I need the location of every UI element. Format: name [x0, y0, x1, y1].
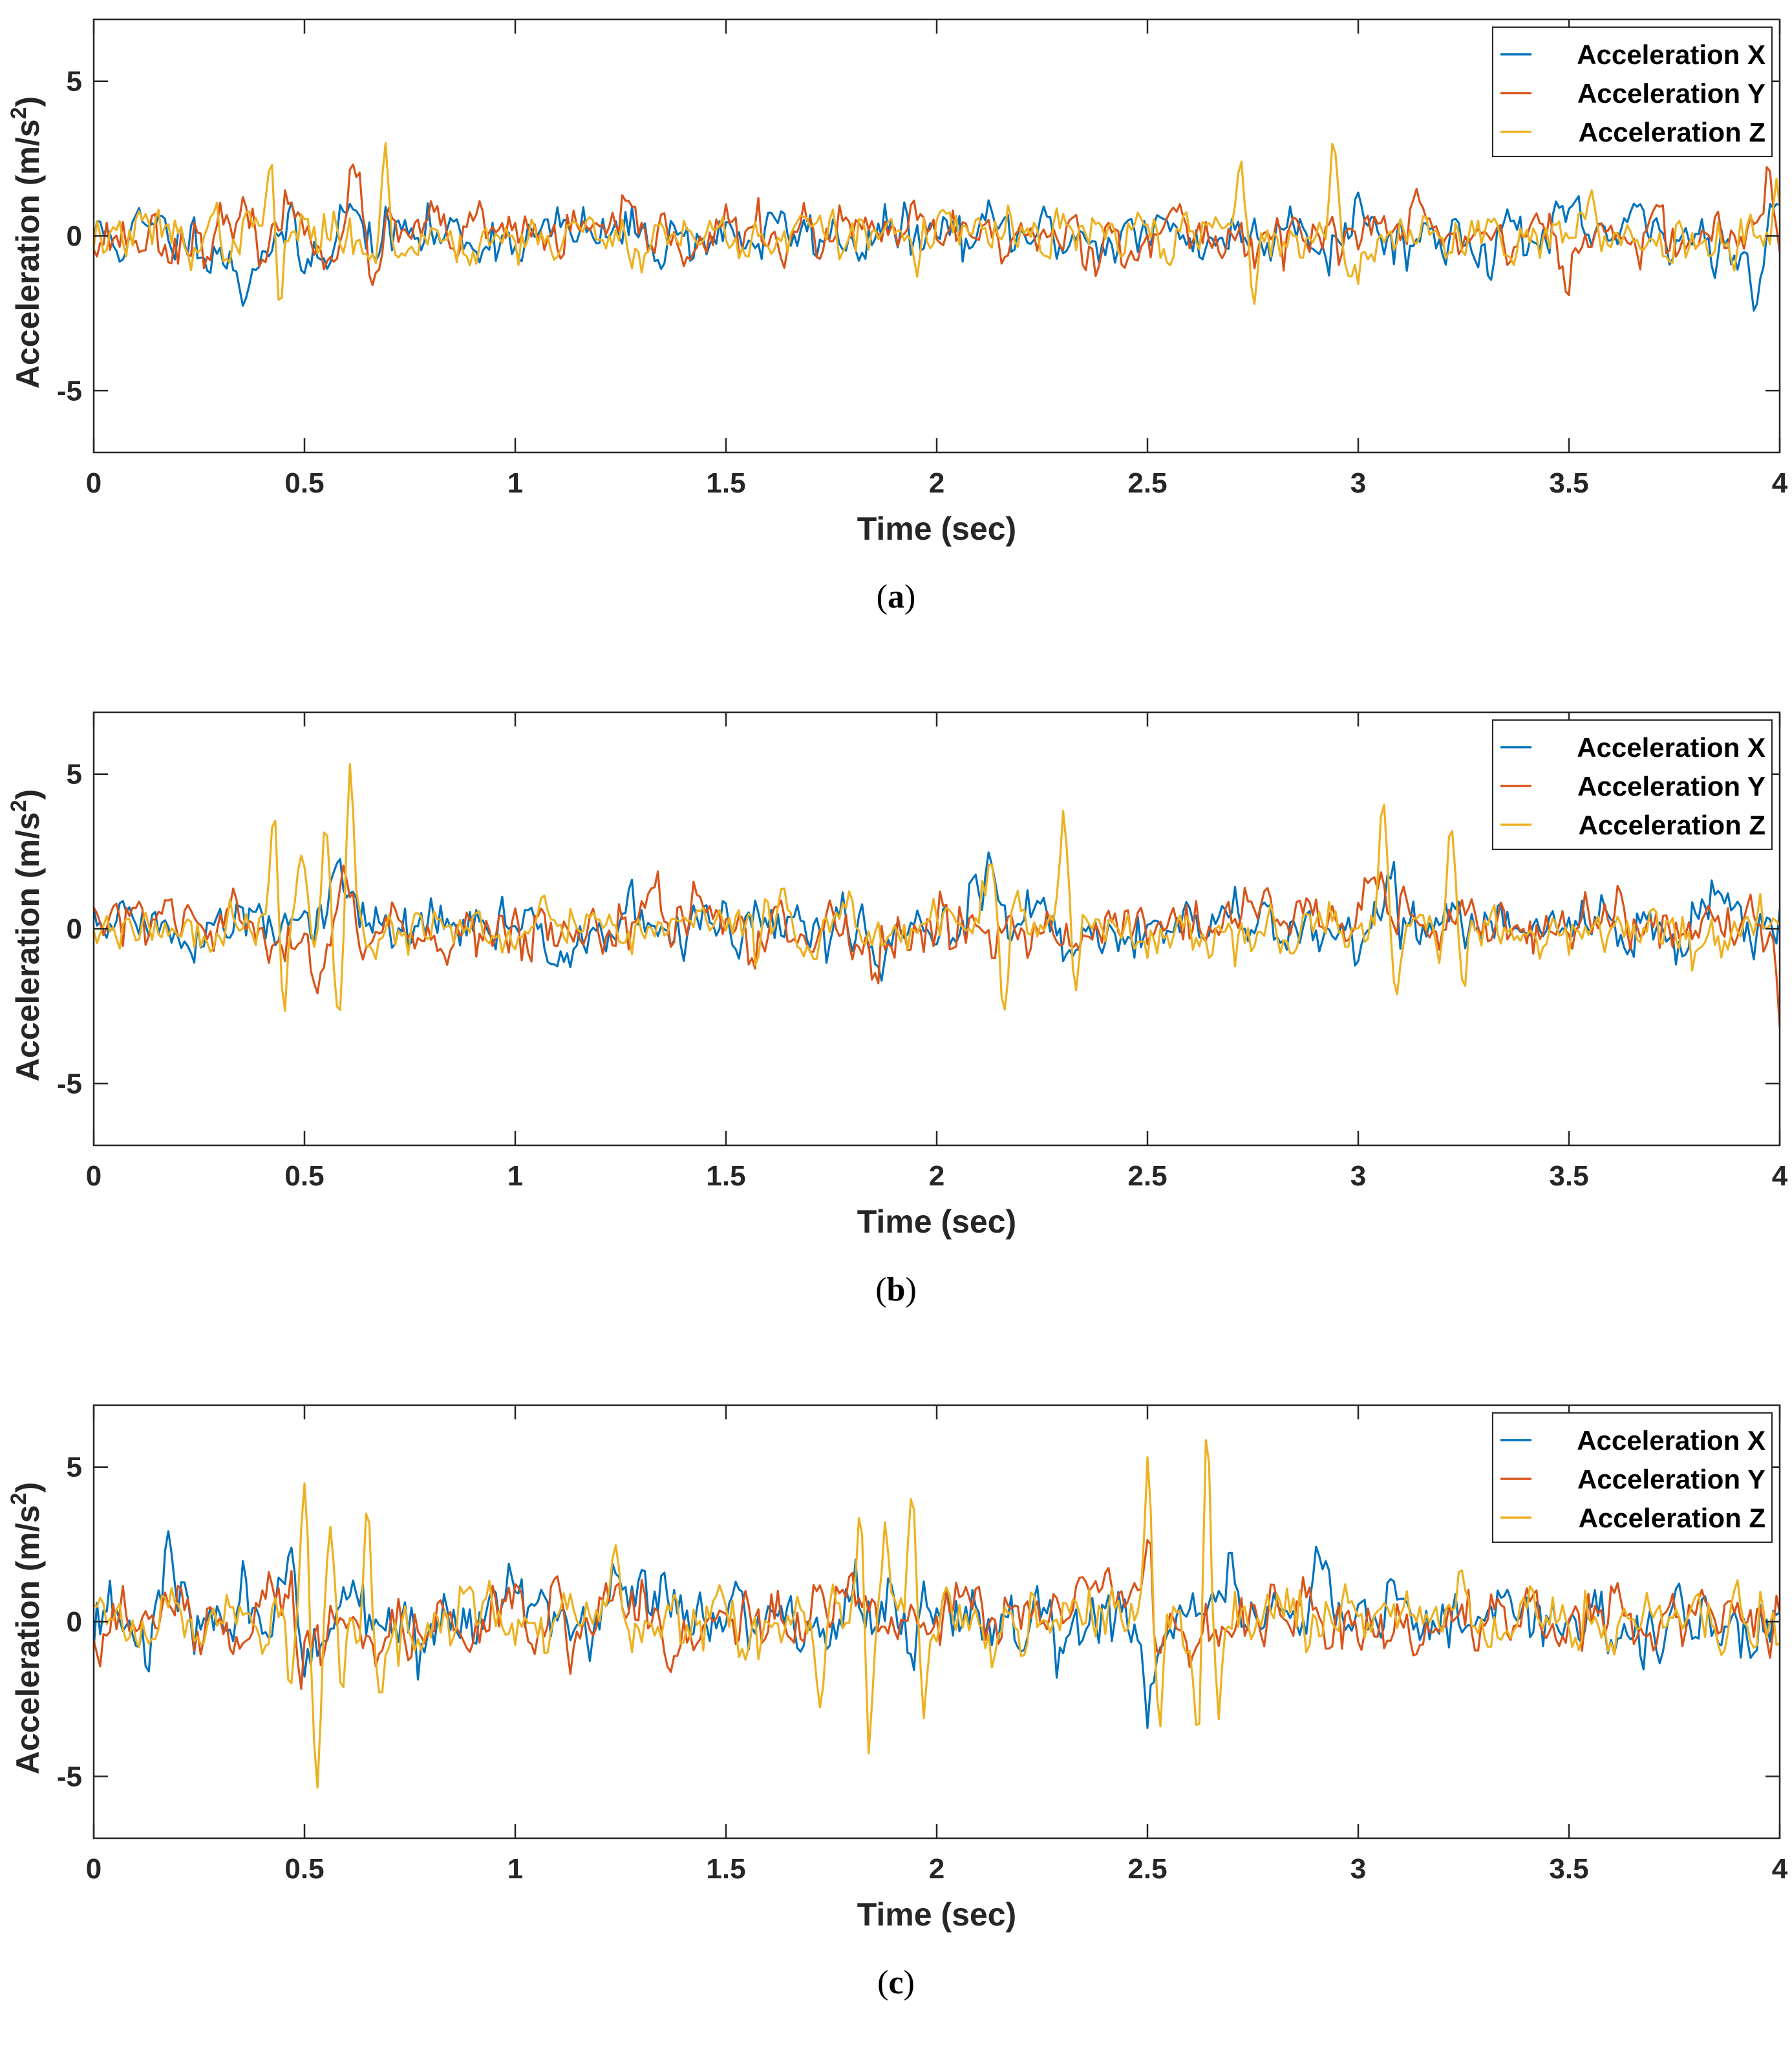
x-tick-label: 3.5 — [1549, 1853, 1588, 1885]
x-tick-label: 3 — [1350, 467, 1366, 499]
legend-label: Acceleration Z — [1579, 117, 1765, 147]
x-axis-label: Time (sec) — [857, 1204, 1016, 1240]
y-tick-label: -5 — [57, 1761, 82, 1792]
x-tick-label: 3.5 — [1549, 467, 1588, 499]
y-tick-label: 5 — [67, 66, 82, 98]
x-tick-label: 2 — [929, 1853, 944, 1885]
chart-panel-a: 0 0.5 1 1.5 2 2.5 3 3.5 4 -5 0 5 Time (sec) Accelerat… — [6, 18, 1788, 615]
x-tick-label: 2 — [929, 1160, 944, 1192]
legend: Acceleration X Acceleration Y Acceleration… — [1492, 719, 1773, 850]
legend-box — [1492, 719, 1773, 850]
y-tick-label: 5 — [67, 759, 82, 790]
panel-caption: (b) — [875, 1271, 917, 1308]
x-tick-label: 1 — [507, 1160, 523, 1192]
legend-label: Acceleration X — [1577, 39, 1765, 70]
panel-caption: (a) — [877, 578, 916, 615]
x-tick-label: 2 — [929, 467, 944, 499]
x-tick-label: 3 — [1350, 1160, 1366, 1192]
y-axis-label: Acceleration (m/s2) — [6, 789, 46, 1081]
x-tick-label: 0 — [86, 1160, 101, 1192]
x-tick-label: 4 — [1772, 1160, 1788, 1192]
legend: Acceleration X Acceleration Y Acceleration… — [1492, 27, 1773, 157]
series-group — [94, 763, 1780, 1028]
series-line-acceleration-x — [94, 1530, 1780, 1729]
x-tick-label: 0 — [86, 467, 101, 499]
series-line-acceleration-z — [94, 142, 1780, 305]
x-tick-label: 1 — [507, 1853, 523, 1885]
legend-box — [1492, 27, 1773, 157]
panel-caption: (c) — [877, 1964, 915, 2001]
series-line-acceleration-y — [94, 864, 1780, 1028]
series-line-acceleration-z — [94, 763, 1780, 1012]
legend: Acceleration X Acceleration Y Acceleration… — [1492, 1412, 1773, 1543]
x-tick-label: 2.5 — [1127, 467, 1167, 499]
x-tick-label: 0 — [86, 1853, 101, 1885]
x-axis-label: Time (sec) — [857, 511, 1016, 547]
x-tick-label: 3.5 — [1549, 1160, 1588, 1192]
x-tick-label: 1.5 — [706, 1853, 745, 1885]
x-tick-label: 3 — [1350, 1853, 1366, 1885]
y-axis-label: Acceleration (m/s2) — [6, 96, 46, 388]
x-tick-label: 1.5 — [706, 1160, 745, 1192]
x-tick-label: 0.5 — [284, 1853, 324, 1885]
x-tick-label: 4 — [1772, 467, 1788, 499]
y-tick-label: -5 — [57, 1068, 82, 1099]
series-line-acceleration-x — [94, 851, 1780, 982]
series-line-acceleration-z — [94, 1439, 1780, 1789]
y-axis-label: Acceleration (m/s2) — [6, 1482, 46, 1774]
legend-label: Acceleration Z — [1579, 810, 1765, 840]
figure: 0 0.5 1 1.5 2 2.5 3 3.5 4 -5 0 5 Time (sec) Accelerat… — [6, 18, 1788, 2001]
x-tick-label: 0.5 — [284, 467, 324, 499]
legend-label: Acceleration X — [1577, 732, 1765, 763]
x-axis-label: Time (sec) — [857, 1896, 1016, 1933]
y-tick-label: 0 — [67, 913, 82, 945]
legend-label: Acceleration Y — [1577, 78, 1765, 109]
legend-label: Acceleration Z — [1579, 1503, 1765, 1533]
x-tick-label: 1 — [507, 467, 523, 499]
legend-label: Acceleration Y — [1577, 1464, 1765, 1494]
x-tick-label: 1.5 — [706, 467, 745, 499]
y-tick-label: 5 — [67, 1452, 82, 1483]
series-group — [94, 1439, 1780, 1789]
y-tick-label: 0 — [67, 220, 82, 252]
x-tick-label: 2.5 — [1127, 1160, 1167, 1192]
y-tick-label: 0 — [67, 1606, 82, 1638]
y-tick-label: -5 — [57, 375, 82, 407]
x-tick-label: 0.5 — [284, 1160, 324, 1192]
legend-label: Acceleration X — [1577, 1425, 1765, 1456]
chart-panel-b: 0 0.5 1 1.5 2 2.5 3 3.5 4 -5 0 5 Time (sec) Accelerat… — [6, 711, 1788, 1308]
legend-label: Acceleration Y — [1577, 771, 1765, 801]
x-tick-label: 4 — [1772, 1853, 1788, 1885]
chart-panel-c: 0 0.5 1 1.5 2 2.5 3 3.5 4 -5 0 5 Time (sec) Accelerat… — [6, 1404, 1788, 2001]
legend-box — [1492, 1412, 1773, 1543]
x-tick-label: 2.5 — [1127, 1853, 1167, 1885]
series-group — [94, 142, 1780, 312]
